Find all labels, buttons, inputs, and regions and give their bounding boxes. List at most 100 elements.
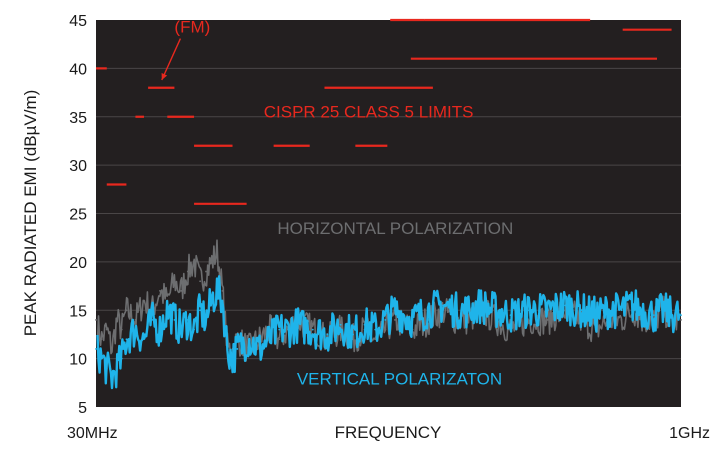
y-tick-label: 20 — [69, 255, 87, 272]
y-axis-ticks: 5 10 15 20 25 30 35 40 45 — [69, 13, 87, 417]
fm-arrowhead — [161, 72, 168, 80]
data-point — [221, 290, 224, 292]
data-point — [580, 309, 583, 312]
x-axis-ticks: 30MHz 1GHz — [67, 425, 710, 442]
data-point — [374, 328, 377, 331]
data-point — [111, 348, 113, 350]
data-point — [247, 338, 250, 341]
y-tick-label: 30 — [69, 158, 87, 175]
data-point — [352, 333, 354, 336]
data-point — [546, 319, 549, 321]
data-point — [231, 357, 234, 360]
y-tick-label: 5 — [78, 400, 87, 417]
data-point — [166, 309, 169, 312]
data-point — [671, 314, 674, 316]
data-point — [467, 309, 470, 312]
fm-arrow — [161, 38, 182, 81]
data-point — [311, 328, 314, 331]
y-tick-label: 40 — [69, 61, 87, 78]
series-vertical — [95, 275, 682, 390]
y-tick-label: 15 — [69, 303, 87, 320]
data-point — [278, 338, 281, 341]
y-tick-label: 45 — [69, 13, 87, 30]
annotations: (FM) CISPR 25 CLASS 5 LIMITS HORIZONTAL PO… — [161, 18, 513, 389]
data-point — [527, 309, 530, 312]
data-point — [180, 290, 183, 292]
data-point — [158, 328, 161, 331]
data-point — [186, 270, 189, 273]
data-point — [411, 319, 414, 321]
data-point — [236, 348, 239, 350]
data-point — [287, 328, 290, 331]
data-point — [216, 290, 219, 292]
data-point — [105, 328, 108, 331]
data-point — [620, 309, 623, 312]
data-point — [620, 319, 623, 321]
data-point — [216, 251, 219, 254]
data-point — [95, 348, 97, 350]
x-tick-label: 1GHz — [669, 425, 710, 442]
horizontal-series-label: HORIZONTAL POLARIZATION — [277, 219, 513, 238]
data-point — [105, 367, 108, 370]
data-point — [193, 260, 195, 263]
data-point — [205, 319, 207, 321]
x-tick-label: 30MHz — [67, 425, 118, 442]
data-point — [158, 290, 161, 292]
data-point — [125, 338, 128, 341]
data-point — [479, 304, 482, 307]
data-point — [374, 338, 377, 341]
data-point — [608, 309, 611, 312]
vertical-series-label: VERTICAL POLARIZATON — [297, 370, 502, 389]
data-point — [134, 319, 137, 321]
data-point — [199, 309, 202, 312]
data-point — [173, 319, 176, 321]
y-tick-label: 35 — [69, 110, 87, 127]
data-point — [193, 328, 195, 331]
data-point — [143, 299, 145, 302]
data-point — [384, 319, 387, 321]
data-point — [662, 309, 665, 312]
data-point — [111, 377, 113, 379]
data-point — [95, 319, 97, 321]
limits-label: CISPR 25 CLASS 5 LIMITS — [264, 103, 474, 122]
data-point — [295, 323, 298, 326]
data-point — [495, 309, 497, 312]
data-point — [125, 309, 128, 312]
data-point — [384, 328, 387, 331]
data-point — [326, 333, 329, 336]
y-tick-label: 10 — [69, 352, 87, 369]
data-point — [394, 319, 396, 321]
data-point — [115, 367, 118, 370]
data-point — [680, 319, 682, 321]
y-tick-label: 25 — [69, 207, 87, 224]
data-point — [394, 309, 396, 312]
data-point — [546, 309, 549, 312]
data-point — [173, 280, 176, 283]
data-point — [467, 319, 470, 321]
data-point — [680, 314, 682, 316]
data-point — [134, 328, 137, 331]
data-point — [210, 299, 213, 302]
data-point — [210, 260, 213, 263]
limit-lines — [96, 18, 672, 205]
data-point — [100, 338, 103, 341]
data-point — [115, 319, 118, 321]
data-point — [180, 328, 183, 331]
data-point — [226, 348, 229, 350]
fm-label: (FM) — [174, 18, 210, 37]
data-point — [205, 270, 207, 273]
data-point — [221, 299, 224, 302]
data-point — [427, 309, 430, 312]
data-point — [509, 314, 512, 316]
data-point — [143, 338, 145, 341]
data-point — [120, 328, 123, 331]
data-point — [258, 348, 261, 350]
data-point — [564, 304, 567, 307]
series-layer — [95, 239, 682, 390]
data-point — [642, 309, 645, 312]
data-point — [652, 314, 655, 316]
data-point — [442, 304, 444, 307]
x-axis-label: FREQUENCY — [335, 423, 442, 442]
data-point — [120, 357, 123, 360]
